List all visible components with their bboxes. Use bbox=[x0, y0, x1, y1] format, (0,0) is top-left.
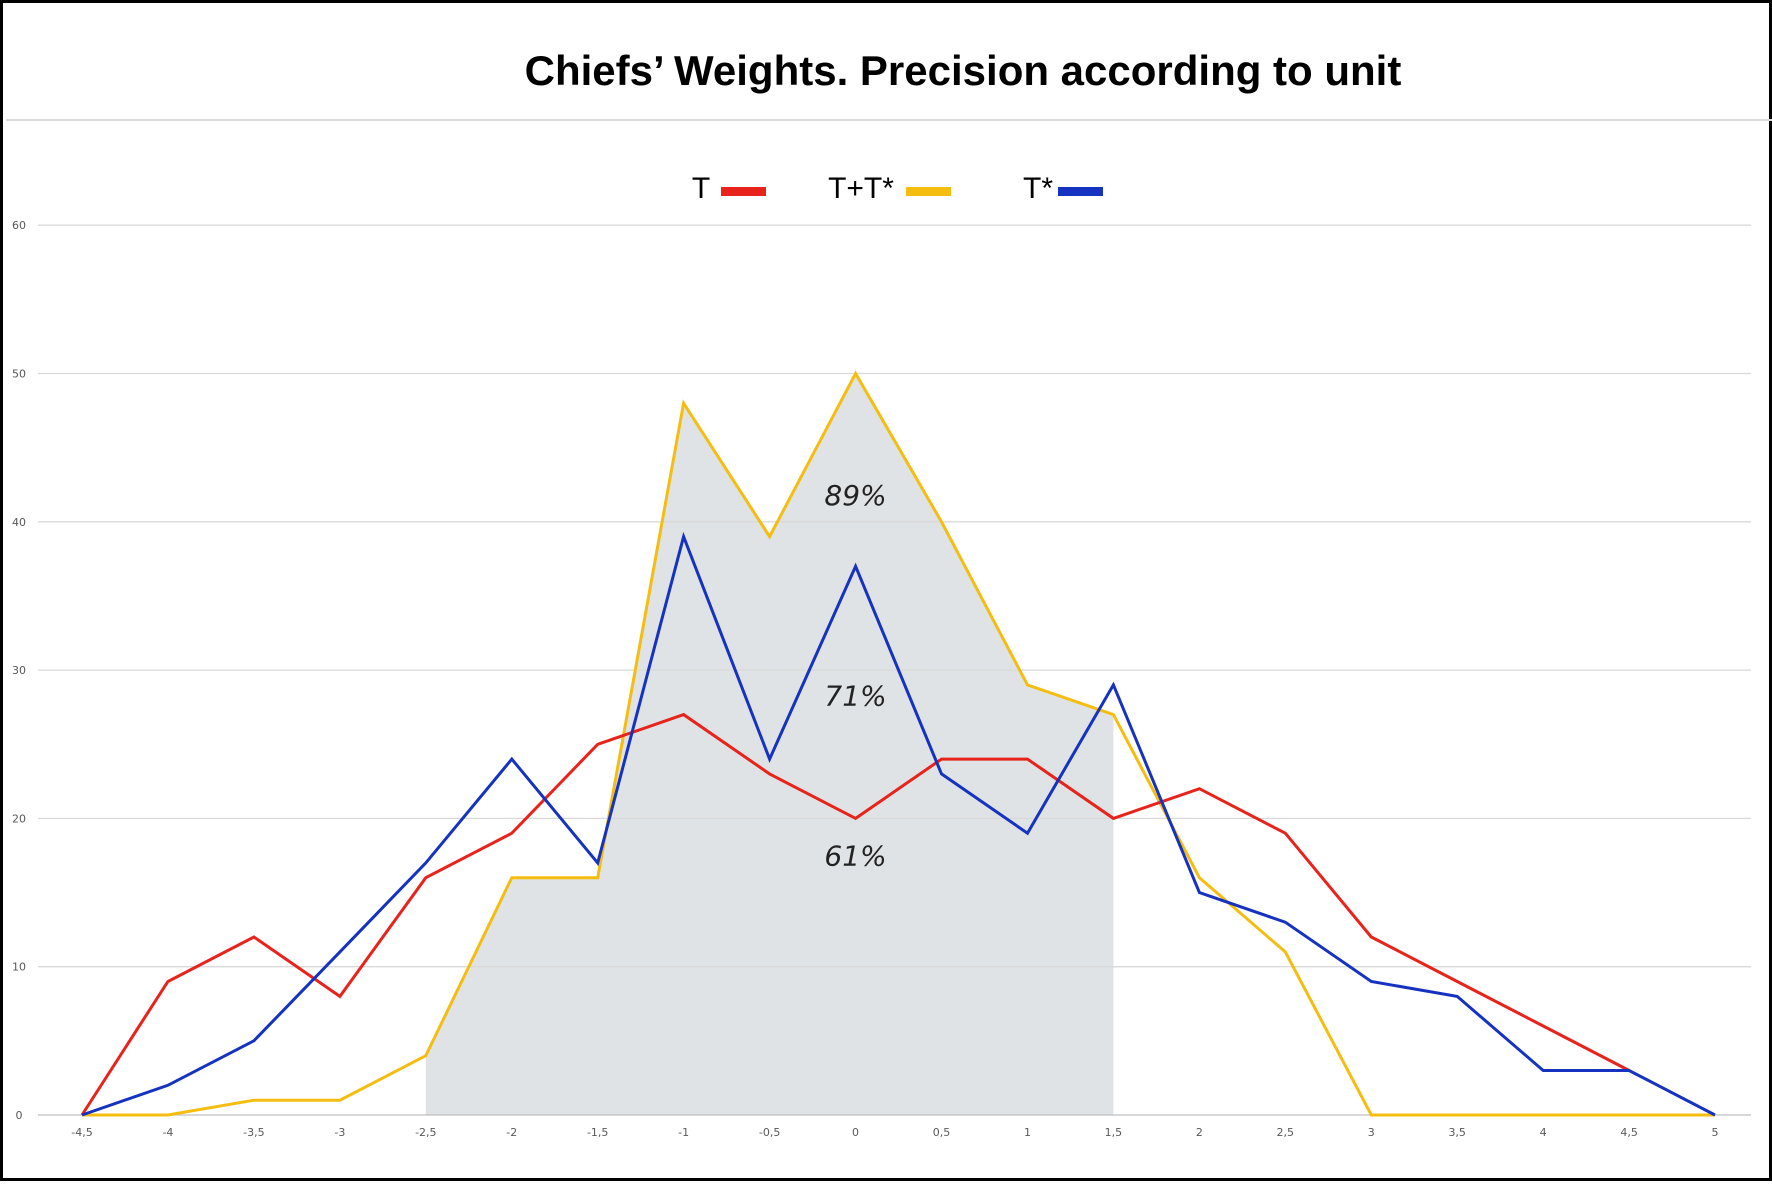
x-tick-label: -3,5 bbox=[243, 1126, 264, 1139]
series-line-tstar bbox=[81, 531, 1716, 1117]
x-tick-label: -4,5 bbox=[71, 1126, 92, 1139]
x-tick-label: 4,5 bbox=[1620, 1126, 1638, 1139]
series-line-t bbox=[80, 712, 1630, 1116]
annotation-label: 61% bbox=[824, 839, 886, 872]
x-tick-label: 2 bbox=[1196, 1126, 1203, 1139]
x-tick-label: -1,5 bbox=[587, 1126, 608, 1139]
annotation-label: 71% bbox=[824, 679, 886, 712]
x-tick-label: -0,5 bbox=[759, 1126, 780, 1139]
shaded-range bbox=[425, 373, 1114, 1115]
y-tick-label: 50 bbox=[12, 368, 26, 381]
x-tick-label: 3 bbox=[1368, 1126, 1375, 1139]
chart-title: Chiefs’ Weights. Precision according to … bbox=[525, 47, 1402, 94]
legend-swatch bbox=[721, 187, 766, 196]
y-tick-label: 30 bbox=[12, 664, 26, 677]
y-tick-label: 60 bbox=[12, 219, 26, 232]
x-tick-label: 1,5 bbox=[1105, 1126, 1123, 1139]
x-tick-labels-group: -4,5 -4 -3,5 -3 -2,5 -2 -1,5 -1 -0,5 0 0,5 1 1,5 2 2,5… bbox=[71, 1126, 1718, 1139]
x-tick-label: -4 bbox=[162, 1126, 173, 1139]
x-tick-label: 2,5 bbox=[1277, 1126, 1295, 1139]
x-tick-label: -3 bbox=[334, 1126, 345, 1139]
shaded-range-group bbox=[425, 373, 1114, 1115]
legend-swatch bbox=[1058, 187, 1103, 196]
legend: T T+T* T* bbox=[692, 172, 1103, 205]
annotation-label: 89% bbox=[824, 479, 886, 512]
x-tick-label: -1 bbox=[678, 1126, 689, 1139]
legend-label: T* bbox=[1023, 172, 1053, 205]
series-group bbox=[80, 370, 1716, 1117]
legend-label: T+T* bbox=[828, 172, 894, 205]
series-line-t-tstar bbox=[82, 370, 1715, 1117]
legend-swatch bbox=[906, 187, 951, 196]
y-tick-labels-group: 0 10 20 30 40 50 60 bbox=[12, 219, 26, 1122]
x-tick-label: -2,5 bbox=[415, 1126, 436, 1139]
annotations-group: 89% 71% 61% bbox=[824, 479, 886, 872]
y-tick-label: 10 bbox=[12, 961, 26, 974]
y-tick-label: 40 bbox=[12, 516, 26, 529]
y-tick-label: 20 bbox=[12, 812, 26, 825]
x-tick-label: -2 bbox=[506, 1126, 517, 1139]
x-tick-label: 0 bbox=[852, 1126, 859, 1139]
legend-label: T bbox=[692, 172, 710, 205]
x-tick-label: 3,5 bbox=[1448, 1126, 1466, 1139]
x-tick-label: 4 bbox=[1540, 1126, 1547, 1139]
y-tick-label: 0 bbox=[16, 1109, 23, 1122]
x-tick-label: 1 bbox=[1024, 1126, 1031, 1139]
x-tick-label: 5 bbox=[1712, 1126, 1719, 1139]
x-tick-label: 0,5 bbox=[933, 1126, 951, 1139]
